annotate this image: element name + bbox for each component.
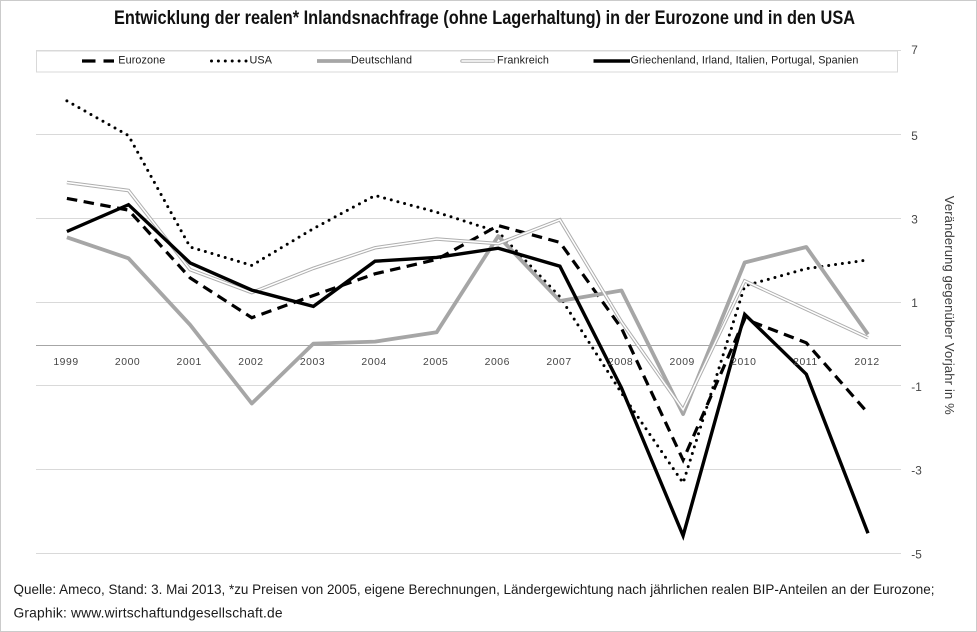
svg-text:1999: 1999 (53, 357, 78, 368)
svg-text:2011: 2011 (793, 357, 818, 368)
svg-text:Griechenland, Irland, Italien,: Griechenland, Irland, Italien, Portugal,… (631, 55, 859, 67)
svg-text:2009: 2009 (670, 357, 695, 368)
svg-text:5: 5 (911, 129, 918, 143)
svg-text:2008: 2008 (608, 357, 633, 368)
svg-text:2002: 2002 (238, 357, 263, 368)
svg-text:-5: -5 (911, 547, 922, 561)
svg-text:Quelle: Ameco, Stand: 3. Mai 2: Quelle: Ameco, Stand: 3. Mai 2013, *zu P… (14, 582, 935, 597)
svg-text:2000: 2000 (115, 357, 140, 368)
svg-text:2005: 2005 (423, 357, 448, 368)
svg-text:Eurozone: Eurozone (118, 55, 165, 67)
svg-text:-3: -3 (911, 464, 922, 478)
svg-text:Entwicklung der realen* Inland: Entwicklung der realen* Inlandsnachfrage… (114, 8, 855, 29)
svg-text:Veränderung gegenüber Vorjahr: Veränderung gegenüber Vorjahr in % (942, 196, 957, 415)
svg-text:7: 7 (911, 43, 918, 57)
svg-text:3: 3 (911, 213, 918, 227)
svg-text:2006: 2006 (485, 357, 510, 368)
svg-text:2003: 2003 (300, 357, 325, 368)
svg-text:2010: 2010 (731, 357, 756, 368)
svg-text:USA: USA (250, 55, 273, 67)
svg-text:Frankreich: Frankreich (497, 55, 549, 67)
svg-text:2007: 2007 (546, 357, 571, 368)
svg-text:2012: 2012 (854, 357, 879, 368)
svg-text:Graphik: www.wirtschaftundgese: Graphik: www.wirtschaftundgesellschaft.d… (14, 605, 283, 620)
svg-text:2001: 2001 (177, 357, 202, 368)
svg-text:Deutschland: Deutschland (351, 55, 412, 67)
svg-text:1: 1 (911, 296, 918, 310)
svg-text:2004: 2004 (361, 357, 386, 368)
svg-text:-1: -1 (911, 380, 922, 394)
